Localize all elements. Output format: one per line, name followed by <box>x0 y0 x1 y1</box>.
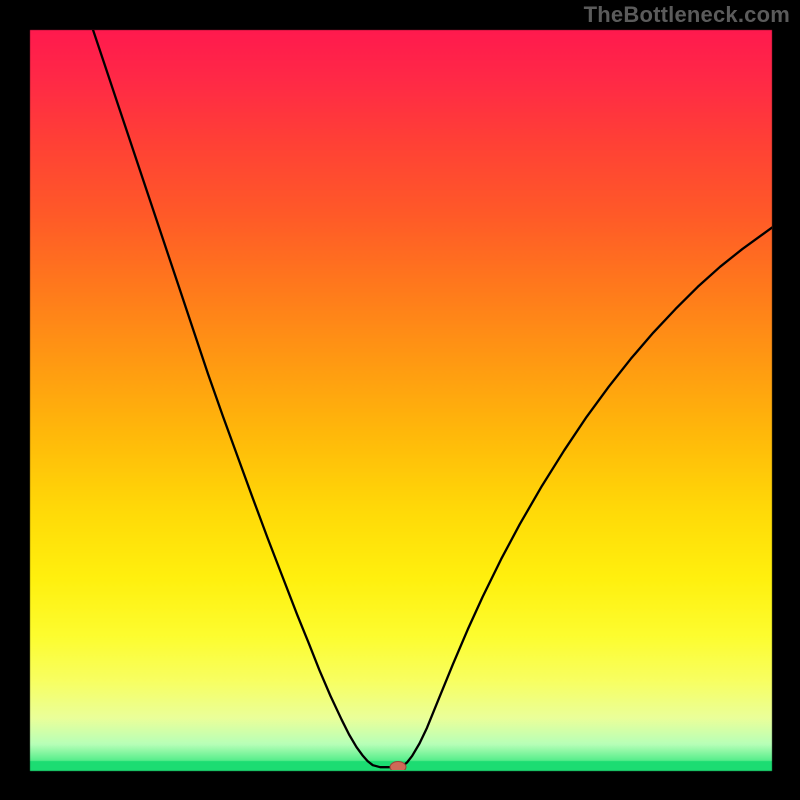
bottleneck-curve <box>0 0 800 800</box>
chart-container: { "watermark": { "text": "TheBottleneck.… <box>0 0 800 800</box>
watermark-text: TheBottleneck.com <box>584 2 790 28</box>
curve-path <box>93 30 772 767</box>
optimal-point-marker <box>390 762 406 773</box>
